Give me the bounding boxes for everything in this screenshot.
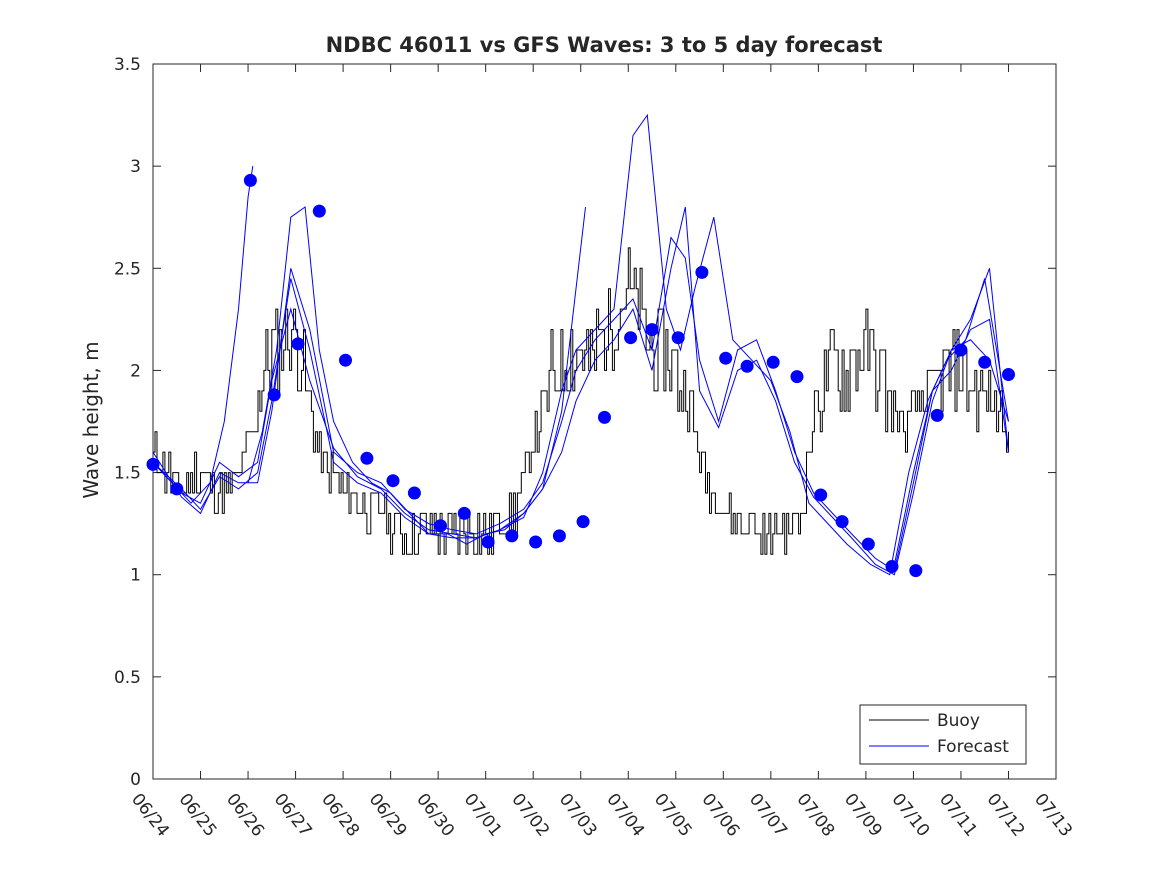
forecast-marker [719,351,733,365]
y-tick-label: 0.5 [114,668,141,688]
y-tick-label: 1 [130,566,141,586]
forecast-marker [339,353,352,367]
forecast-marker [978,355,992,369]
forecast-marker [552,529,566,543]
x-tick-label: 07/13 [1030,790,1076,841]
y-axis-label: Wave height, m [79,341,103,498]
series-layer [152,113,1009,576]
x-tick-label: 07/01 [460,790,506,841]
legend-buoy-label: Buoy [937,711,980,731]
axes-frame [152,63,1057,780]
forecast-marker [740,359,754,373]
y-tick-label: 2.5 [114,259,141,279]
legend-forecast-label: Forecast [937,737,1009,757]
forecast-line-6 [893,268,1009,565]
x-tick-label: 06/26 [222,790,268,841]
x-tick-label: 07/12 [983,790,1029,841]
forecast-marker [481,535,495,549]
forecast-marker [146,457,160,471]
forecast-marker [671,331,685,345]
x-tick-label: 07/04 [602,790,648,841]
forecast-marker [814,488,828,502]
forecast-marker [434,519,447,533]
forecast-marker [885,560,899,573]
y-tick-label: 3 [130,157,141,177]
forecast-marker [624,331,638,345]
legend: Buoy Forecast [859,704,1027,765]
forecast-marker [835,515,849,529]
buoy-line [153,247,1009,555]
x-tick-label: 07/03 [555,790,601,841]
x-tick-label: 06/28 [317,790,363,841]
forecast-marker [861,537,875,551]
forecast-marker [1002,368,1015,381]
forecast-marker [243,173,257,187]
forecast-marker [291,337,305,351]
forecast-marker [386,474,400,488]
forecast-marker [529,535,543,549]
forecast-marker [766,355,780,369]
x-tick-label: 06/24 [127,790,173,841]
forecast-marker [954,343,968,357]
forecast-marker [598,410,611,424]
x-tick-label: 06/27 [270,790,316,841]
forecast-marker [930,408,944,422]
y-tick-label: 0 [130,770,141,790]
legend-box [859,704,1027,765]
forecast-marker [695,265,709,279]
forecast-marker [170,482,184,496]
forecast-line-3 [152,113,1009,576]
x-tick-label: 06/29 [365,790,411,841]
forecast-marker [645,323,659,337]
x-tick-label: 07/08 [792,790,838,841]
y-tick-label: 3.5 [114,55,141,75]
forecast-marker [457,506,471,520]
forecast-marker [312,204,326,218]
plot-area [152,63,1057,780]
forecast-line-4 [152,236,1009,572]
forecast-marker [360,451,374,465]
forecast-marker [576,515,590,529]
x-tick-label: 07/10 [887,790,933,841]
x-tick-label: 07/02 [507,790,553,841]
x-tick-label: 07/06 [697,790,743,841]
y-tick-label: 2 [130,361,141,381]
x-tick-label: 07/07 [745,790,791,841]
forecast-marker [790,370,804,384]
forecast-markers [146,173,1015,578]
forecast-marker [407,486,421,500]
x-tick-label: 07/05 [650,790,696,841]
forecast-marker [267,388,281,402]
forecast-line-1 [152,166,254,504]
y-tick-label: 1.5 [114,464,141,484]
x-tick-label: 06/30 [412,790,458,841]
chart-title: NDBC 46011 vs GFS Waves: 3 to 5 day fore… [326,33,883,57]
forecast-marker [909,564,923,578]
x-tick-label: 07/09 [840,790,886,841]
x-tick-label: 07/11 [935,790,981,841]
forecast-line-5 [152,206,1009,576]
forecast-marker [505,529,519,543]
x-tick-label: 06/25 [175,790,221,841]
y-axis-ticks: 0 0.5 1 1.5 2 2.5 3 3.5 [114,55,1056,790]
